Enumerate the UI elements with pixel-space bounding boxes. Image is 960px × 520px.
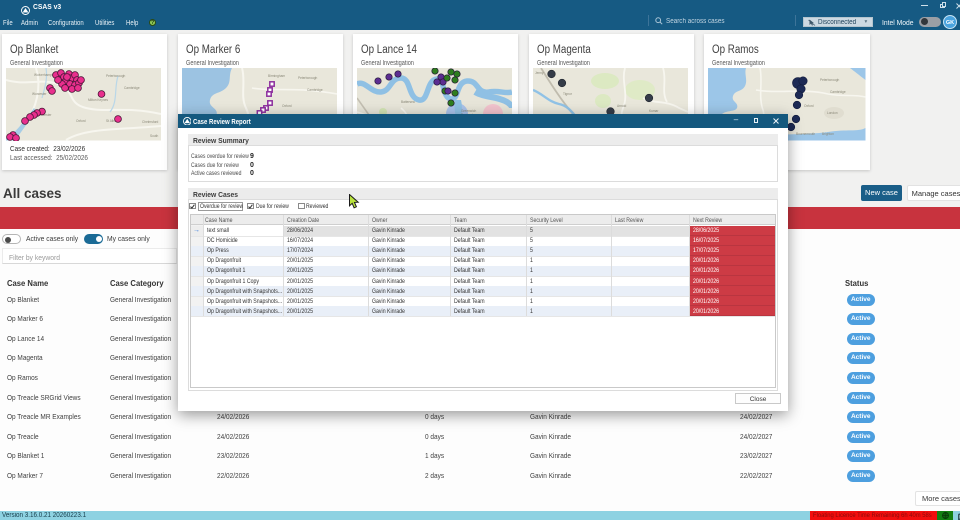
svg-text:Oxford: Oxford — [282, 104, 292, 108]
svg-text:Oxford: Oxford — [76, 119, 86, 123]
svg-text:Gloucester: Gloucester — [36, 113, 52, 117]
svg-text:Worcester: Worcester — [32, 92, 47, 96]
svg-text:Arnold: Arnold — [617, 104, 626, 108]
svg-text:Tignor: Tignor — [563, 92, 573, 96]
svg-text:Chelmsford: Chelmsford — [142, 120, 159, 124]
svg-text:Cambridge: Cambridge — [307, 88, 323, 92]
svg-text:Peterborough: Peterborough — [106, 74, 126, 78]
svg-text:South: South — [150, 134, 159, 138]
svg-text:Battersea: Battersea — [401, 100, 415, 104]
svg-text:Jenny: Jenny — [535, 71, 544, 75]
svg-text:Peterborough: Peterborough — [298, 76, 318, 80]
svg-text:St Albans: St Albans — [106, 119, 120, 123]
svg-text:Kumar: Kumar — [649, 109, 659, 113]
svg-text:Oxford: Oxford — [804, 104, 814, 108]
svg-text:Wolverhampton: Wolverhampton — [34, 73, 56, 77]
svg-text:Greenwich: Greenwich — [461, 109, 476, 113]
svg-text:London: London — [827, 111, 838, 115]
svg-text:Bournemouth: Bournemouth — [796, 132, 815, 136]
svg-text:Cambridge: Cambridge — [124, 86, 140, 90]
svg-text:Birmingham: Birmingham — [268, 74, 285, 78]
svg-text:Milton Keynes: Milton Keynes — [88, 98, 108, 102]
svg-text:Brighton: Brighton — [822, 132, 834, 136]
svg-text:Cambridge: Cambridge — [830, 90, 846, 94]
svg-text:Peterborough: Peterborough — [820, 78, 840, 82]
